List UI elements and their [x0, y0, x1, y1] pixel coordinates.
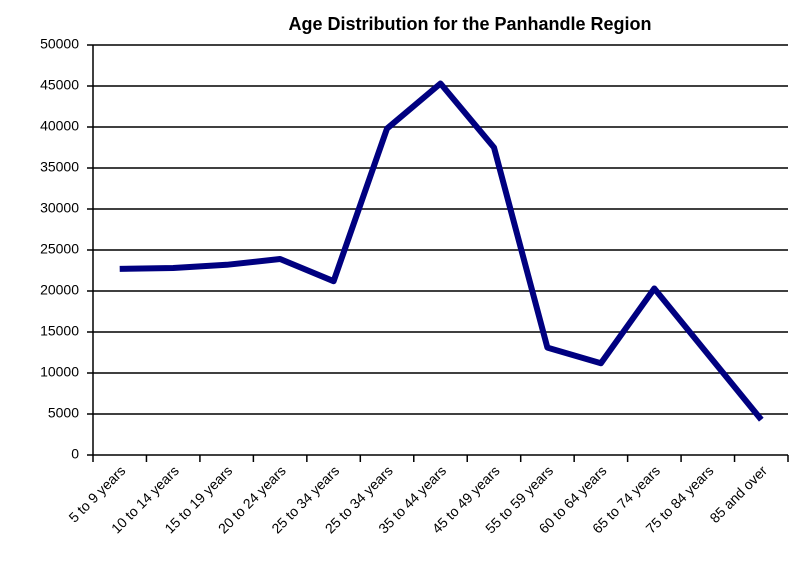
y-tick-label: 40000 — [40, 118, 79, 134]
y-tick-label: 20000 — [40, 282, 79, 298]
y-tick-label: 0 — [71, 446, 79, 462]
y-tick-label: 30000 — [40, 200, 79, 216]
chart-title: Age Distribution for the Panhandle Regio… — [288, 14, 651, 34]
y-tick-label: 15000 — [40, 323, 79, 339]
y-tick-label: 5000 — [48, 405, 79, 421]
y-tick-label: 50000 — [40, 36, 79, 52]
data-line — [119, 80, 764, 422]
y-tick-label: 45000 — [40, 77, 79, 93]
y-tick-label: 35000 — [40, 159, 79, 175]
y-tick-label: 10000 — [40, 364, 79, 380]
x-tick-label: 85 and over — [706, 462, 770, 526]
y-tick-label: 25000 — [40, 241, 79, 257]
